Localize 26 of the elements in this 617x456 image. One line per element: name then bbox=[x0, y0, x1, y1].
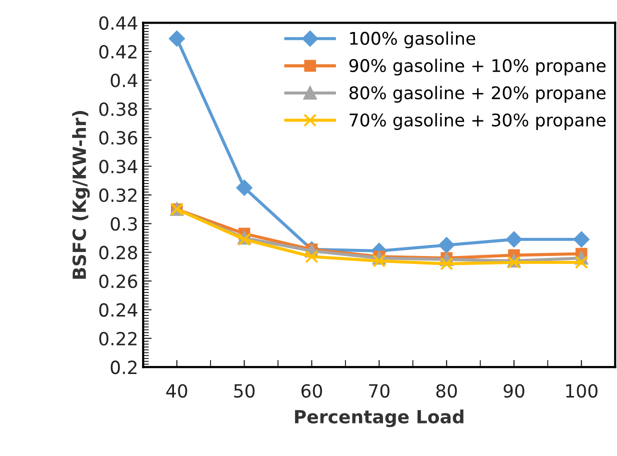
y-tick-label: 0.36 bbox=[99, 131, 138, 145]
y-tick-label: 0.28 bbox=[99, 246, 138, 260]
y-tick-label: 0.3 bbox=[110, 217, 137, 231]
x-tick-label: 100 bbox=[566, 384, 598, 398]
x-tick-label: 40 bbox=[166, 384, 188, 398]
y-tick-label: 0.22 bbox=[99, 332, 136, 346]
y-tick-label: 0.38 bbox=[99, 102, 138, 116]
x-tick-label: 70 bbox=[369, 384, 390, 398]
y-tick-label: 0.34 bbox=[99, 160, 138, 174]
y-tick-label: 0.42 bbox=[99, 44, 136, 59]
legend-label: 80% gasoline + 20% propane bbox=[349, 86, 606, 103]
legend-label: 90% gasoline + 10% propane bbox=[349, 58, 606, 76]
y-tick-label: 0.44 bbox=[99, 16, 138, 30]
x-axis-title: Percentage Load bbox=[295, 410, 464, 428]
y-tick-label: 0.2 bbox=[110, 360, 136, 374]
y-tick-label: 0.32 bbox=[99, 188, 136, 202]
x-tick-label: 60 bbox=[301, 384, 322, 398]
y-axis-title: BSFC (Kg/KW-hr) bbox=[72, 110, 90, 279]
x-tick-label: 80 bbox=[436, 384, 457, 398]
x-tick-label: 50 bbox=[234, 384, 255, 398]
x-tick-label: 90 bbox=[504, 384, 524, 398]
legend-label: 70% gasoline + 30% propane bbox=[350, 113, 606, 130]
legend-label: 100% gasoline bbox=[350, 31, 476, 48]
y-tick-label: 0.4 bbox=[110, 74, 138, 88]
y-tick-label: 0.26 bbox=[99, 274, 138, 288]
y-tick-label: 0.24 bbox=[99, 303, 138, 317]
